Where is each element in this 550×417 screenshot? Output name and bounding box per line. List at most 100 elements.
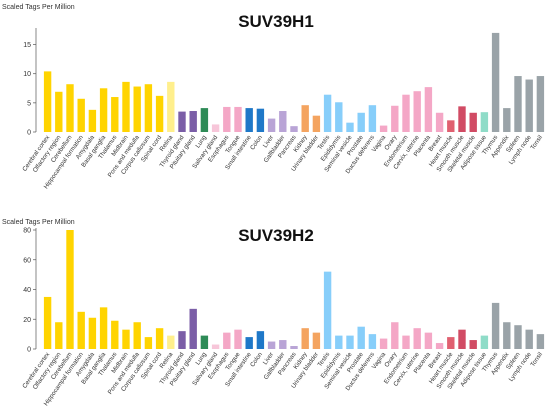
bar-ductus-deferens [368,105,377,132]
bar-tongue [234,329,242,349]
bar-corpus-callosum [144,84,153,132]
bar-esophagus [223,332,231,349]
y-tick-label: 80 [23,228,31,235]
bar-lung [200,108,209,132]
bar-small-intestine [245,108,253,132]
y-tick-label: 5 [27,100,31,107]
bar-skeletal-muscle [469,112,477,132]
bar-thymus [491,302,500,349]
bar-cerebellum [66,230,74,349]
y-axis-label: Scaled Tags Per Million [2,219,75,226]
bar-breast [435,343,444,349]
x-tick-label: Colon [249,134,264,152]
bar-smooth-muscle [458,106,466,132]
bar-testis [323,94,332,132]
y-axis-label: Scaled Tags Per Million [2,4,75,11]
bar-ductus-deferens [368,334,377,350]
bar-ovary [391,322,399,349]
bar-pancreas [290,346,298,349]
bar-tonsil [536,334,545,350]
bar-midbrain [122,81,130,132]
chart-title: SUV39H2 [238,226,314,245]
bar-ovary [391,105,399,132]
bar-kidney [301,328,309,349]
y-tick-label: 15 [23,42,31,49]
bar-seminal-vesicle [346,335,354,349]
bar-spinal-cord [155,328,164,349]
bar-pituitary-gland [189,308,197,349]
bar-vagina [379,338,388,349]
bar-midbrain [122,329,130,349]
bar-gallbladder [279,340,287,349]
bar-skeletal-muscle [469,340,477,349]
y-tick-label: 0 [27,130,31,137]
bar-hippocampal-formation [77,98,85,132]
bar-spleen [514,76,522,132]
bar-cervix-uterine [413,91,421,132]
bar-pituitary-gland [189,111,197,132]
bar-placenta [424,332,433,349]
x-tick-label: Colon [249,351,264,369]
bar-pons-and-medulla [133,86,141,132]
bar-thalamus [111,320,119,349]
bar-endometrium [402,94,410,132]
bar-thymus [491,32,500,132]
bar-salivary-gland [211,344,220,349]
bar-olfactory-region [55,322,63,349]
bar-adipose-tissue [480,112,489,132]
bar-epididymis [335,102,343,132]
bar-retina [167,81,175,132]
y-tick-label: 20 [23,317,31,324]
bar-salivary-gland [211,124,220,132]
bar-spinal-cord [155,95,164,132]
chart-suv39h2: Scaled Tags Per Million SUV39H2 0 20 40 60 8… [2,219,545,407]
bar-urinary-bladder [312,332,321,349]
bar-colon [256,331,265,349]
bar-small-intestine [245,337,253,349]
bar-lymph-node [525,79,533,132]
bar-liver [267,341,276,349]
bar-kidney [301,105,309,132]
bar-adipose-tissue [480,335,489,349]
bar-testis [323,271,332,349]
bar-thyroid-gland [178,111,186,132]
bar-amygdala [88,109,97,132]
bar-liver [267,118,276,132]
bar-lung [200,335,209,349]
bar-thyroid-gland [178,331,186,349]
bar-seminal-vesicle [346,122,354,132]
bar-tonsil [536,76,545,132]
bar-basal-ganglia [99,307,108,349]
y-tick-label: 40 [23,287,31,294]
bar-basal-ganglia [99,88,108,132]
bar-olfactory-region [55,91,63,132]
bar-gallbladder [279,111,287,132]
bar-thalamus [111,97,119,132]
chart-title: SUV39H1 [238,12,314,31]
bar-lymph-node [525,329,533,349]
bar-heart-muscle [447,120,455,132]
y-tick-label: 0 [27,347,31,354]
bar-cerebellum [66,84,74,132]
bar-urinary-bladder [312,115,321,132]
x-tick-label: Tonsil [529,351,544,368]
bar-epididymis [335,335,343,349]
y-tick-label: 10 [23,71,31,78]
bar-heart-muscle [447,337,455,349]
bar-prostate [357,326,365,349]
bar-smooth-muscle [458,329,466,349]
bar-vagina [379,125,388,132]
bar-placenta [424,87,433,132]
bar-pancreas [290,126,298,132]
bar-spleen [514,325,522,349]
bar-cerebral-cortex [43,71,52,132]
bar-retina [167,335,175,349]
bar-cerebral-cortex [43,296,52,349]
bar-tongue [234,106,242,132]
chart-suv39h1: Scaled Tags Per Million SUV39H1 051015Ce… [2,4,545,190]
bar-appendix [503,108,511,132]
y-tick-label: 60 [23,257,31,264]
bar-corpus-callosum [144,337,153,349]
bar-appendix [503,322,511,349]
